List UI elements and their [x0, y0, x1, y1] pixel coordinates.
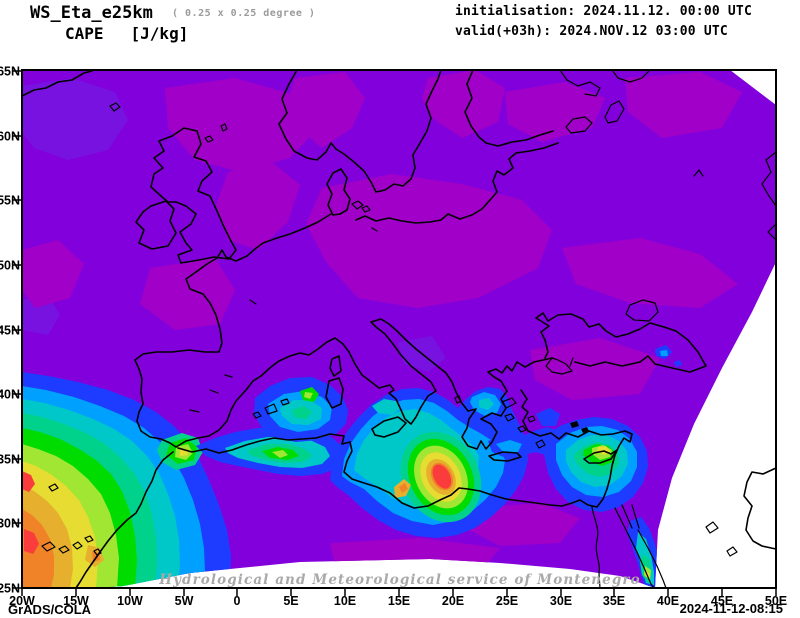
grads-credit: GrADS/COLA: [8, 602, 92, 617]
lon-label: 30E: [550, 594, 572, 608]
lat-label: 55N: [0, 194, 20, 208]
variable-units: [J/kg]: [130, 24, 189, 43]
model-title: WS_Eta_e25km: [30, 3, 153, 23]
lon-label: 0: [234, 594, 241, 608]
variable-line: CAPE [J/kg]: [65, 24, 188, 43]
creation-timestamp: 2024-11-12-08:15: [679, 601, 783, 616]
lon-label: 40E: [657, 594, 679, 608]
lon-label: 10E: [334, 594, 356, 608]
cape-field: [22, 70, 776, 588]
variable-name: CAPE: [65, 24, 104, 43]
lon-axis: 20W 15W 10W 5W 0 5E 10E 15E 20E 25E 30E 35E 40E 45E 50…: [9, 588, 787, 608]
lon-label: 45E: [711, 594, 733, 608]
lat-label: 50N: [0, 259, 20, 273]
lat-label: 30N: [0, 517, 20, 531]
init-line: initialisation: 2024.11.12. 00:00 UTC: [455, 4, 752, 19]
lon-label: 5W: [175, 594, 194, 608]
lat-label: 45N: [0, 324, 20, 338]
lon-label: 25E: [496, 594, 518, 608]
lat-label: 65N: [0, 65, 20, 79]
watermark: Hydrological and Meteorological service …: [158, 572, 640, 588]
lat-label: 40N: [0, 388, 20, 402]
valid-line: valid(+03h): 2024.NOV.12 03:00 UTC: [455, 24, 728, 39]
lon-label: 50E: [765, 594, 787, 608]
grid-resolution-note: ( 0.25 x 0.25 degree ): [172, 8, 316, 19]
lon-label: 15E: [388, 594, 410, 608]
lon-label: 10W: [117, 594, 143, 608]
lon-label: 15W: [63, 594, 89, 608]
lon-label: 20W: [9, 594, 35, 608]
coastlines: [21, 69, 777, 589]
lat-label: 60N: [0, 130, 20, 144]
lon-label: 20E: [442, 594, 464, 608]
run-info: initialisation: 2024.11.12. 00:00 UTC va…: [455, 2, 752, 42]
lat-label: 25N: [0, 582, 20, 596]
lat-axis: 65N 60N 55N 50N 45N 40N 35N 30N 25N: [0, 65, 22, 596]
lat-label: 35N: [0, 453, 20, 467]
lon-label: 5E: [283, 594, 298, 608]
lon-label: 35E: [603, 594, 625, 608]
